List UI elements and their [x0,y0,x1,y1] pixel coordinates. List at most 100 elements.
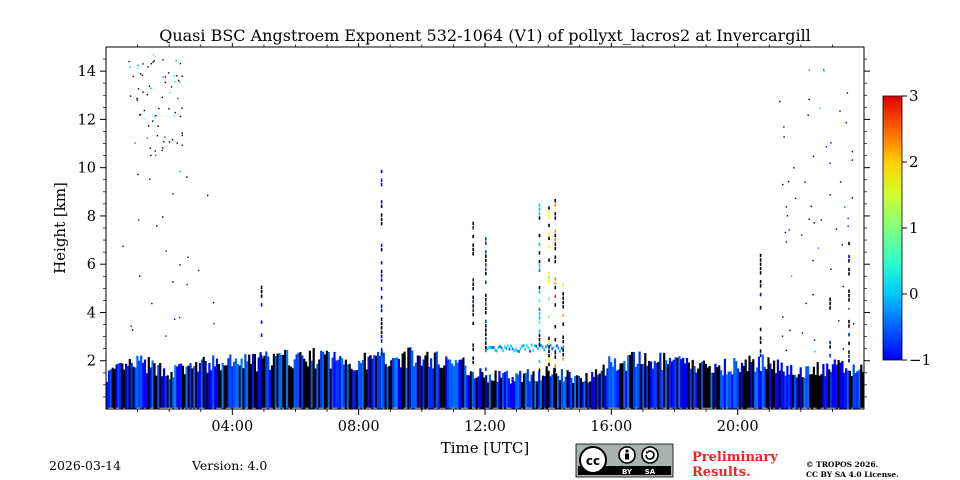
aerosol-band-segment [519,347,522,351]
spike-cell [829,306,831,310]
low-layer-column [126,366,129,409]
low-layer-column [320,350,323,408]
low-layer-column [801,377,804,408]
copyright-line-1: © TROPOS 2026. [806,460,878,469]
low-layer-column [759,371,762,409]
low-layer-column [322,351,325,408]
low-layer-column [553,367,556,408]
low-layer-column [445,356,448,409]
low-layer-column [420,365,423,409]
scatter-point [169,92,171,94]
low-layer-column [295,354,298,408]
scatter-point [782,183,784,186]
spike-cell [554,255,557,259]
scatter-point [129,66,131,68]
spike-cell [538,268,541,272]
spike-cell [554,303,557,307]
scatter-point [847,225,849,227]
low-layer-column [862,371,864,408]
low-layer-column [574,375,577,408]
low-layer-column [826,363,829,408]
scatter-point [779,100,781,103]
low-layer-column [227,358,230,408]
spike-cell [554,203,557,207]
low-layer-column [814,374,817,408]
scatter-point [179,62,182,65]
low-layer-column [308,350,311,409]
low-layer-column [115,364,118,408]
low-layer-column [579,378,582,408]
scatter-point [149,178,151,180]
low-layer-column [502,373,505,408]
low-layer-column [549,376,552,408]
low-layer-column [587,382,590,409]
low-layer-column [136,355,139,408]
low-layer-column [208,362,211,409]
low-layer-column [568,372,571,408]
spike-cell [759,253,762,258]
low-layer-column [524,373,527,408]
low-layer-column [346,364,349,408]
low-layer-column [305,361,308,408]
spike-cell [472,247,474,252]
scatter-point [848,308,850,310]
spike-cell [548,258,550,262]
scatter-point [142,63,144,65]
low-layer-column [272,353,275,409]
scatter-point [213,322,215,325]
spike-cell [829,297,831,301]
spike-cell [759,271,762,275]
low-layer-column [583,381,586,408]
spike-cell [472,243,474,247]
scatter-point [808,218,810,220]
low-layer-column [693,366,696,408]
low-layer-column [822,364,825,408]
scatter-point [176,142,178,144]
spike-cell [554,199,557,203]
scatter-point [842,348,844,350]
low-layer-column [297,352,300,408]
spike-cell [472,312,474,317]
low-layer-column [229,354,232,408]
low-layer-column [500,377,503,409]
low-layer-column [301,355,304,409]
low-layer-column [380,350,383,409]
spike-cell [260,320,263,324]
spike-cell [759,349,762,353]
low-layer-column [617,369,620,408]
by-person-icon [618,446,636,464]
cc-license-badge[interactable]: cc BY SA [575,443,674,478]
spike-cell [485,302,487,306]
scatter-point [167,72,170,74]
low-layer-column [274,356,277,408]
low-layer-column [409,347,412,408]
spike-cell [538,242,541,246]
spike-cell [380,222,383,226]
scatter-point [130,325,132,327]
low-layer-column [661,370,664,409]
spike-cell [380,330,383,334]
spike-cell [548,314,550,319]
low-layer-column [422,359,425,408]
badge-by-label: BY [622,468,633,476]
spike-cell [538,212,541,216]
scatter-point [830,142,832,144]
low-layer-column [460,359,463,408]
colorbar-ticks: 3 2 1 0 −1 [902,87,931,369]
low-layer-column [856,371,859,409]
scatter-point [784,231,787,234]
scatter-point [156,135,159,137]
spike-cell [472,286,474,291]
spike-cell [485,293,487,297]
spike-cell [759,262,762,266]
low-layer-column [769,363,772,408]
colorbar-tick-label: −1 [909,351,931,369]
low-layer-column [604,375,607,409]
low-layer-column [424,355,427,409]
low-layer-column [430,358,433,409]
spike-cell [554,277,557,281]
scatter-point [835,228,838,230]
spike-cell [848,272,850,276]
scatter-point [808,69,811,71]
scatter-point [786,215,789,217]
